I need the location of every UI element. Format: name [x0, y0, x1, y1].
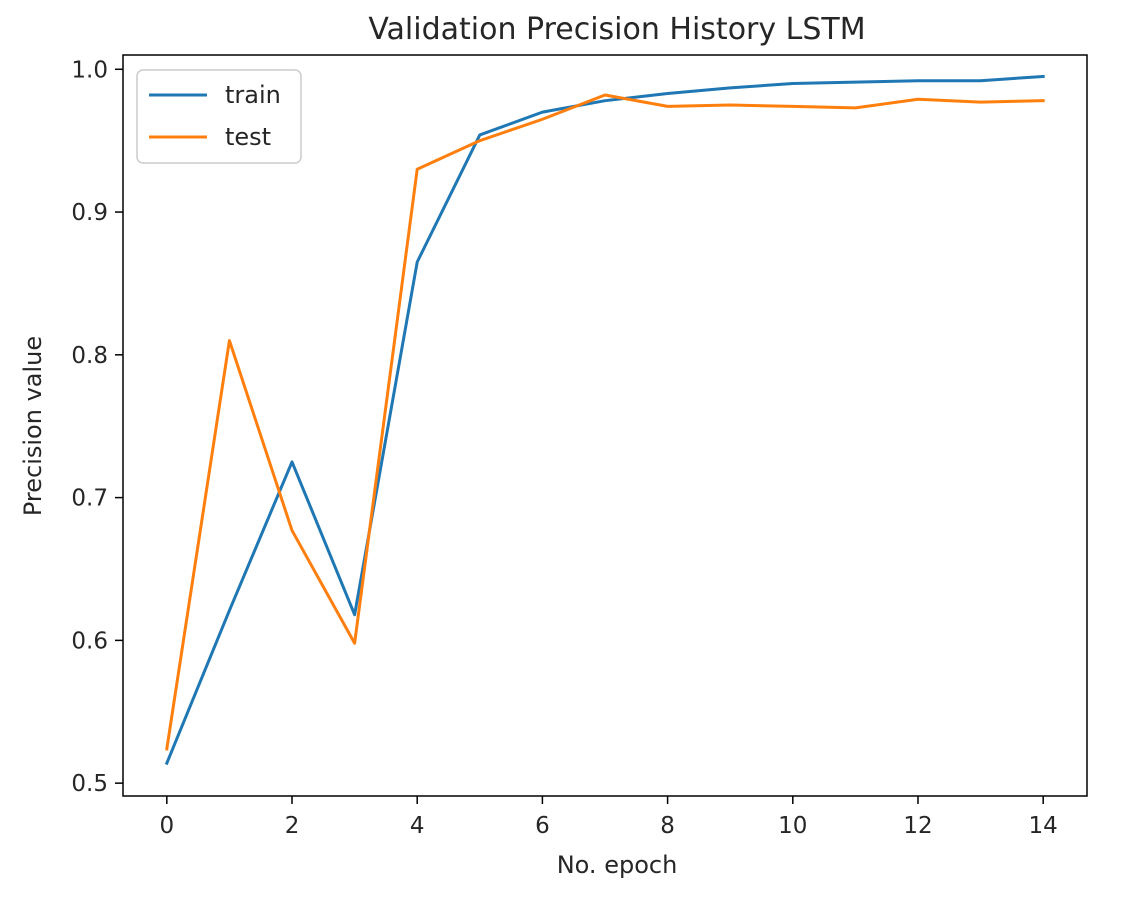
y-axis-label: Precision value: [19, 336, 47, 516]
chart-title: Validation Precision History LSTM: [368, 12, 865, 47]
y-tick-label: 1.0: [71, 57, 108, 83]
plot-lines: [164, 74, 1045, 766]
y-tick-label: 0.6: [71, 628, 108, 654]
x-tick-label: 8: [660, 813, 675, 839]
y-tick-label: 0.9: [71, 200, 108, 226]
legend-box: [136, 69, 302, 164]
x-tick-label: 12: [903, 813, 932, 839]
x-axis-ticks: 0 2 4 6 8 10 12 14: [159, 796, 1058, 839]
series-line-test: [165, 93, 1045, 751]
x-tick-label: 0: [159, 813, 174, 839]
x-tick-label: 4: [410, 813, 425, 839]
plot-area-frame: [122, 54, 1088, 797]
x-tick-label: 10: [778, 813, 807, 839]
legend-label-test: test: [225, 123, 271, 151]
y-tick-label: 0.5: [71, 771, 108, 797]
y-tick-label: 0.7: [71, 486, 108, 512]
y-axis-ticks: 0.5 0.6 0.7 0.8 0.9 1.0: [71, 57, 123, 797]
legend: train test: [136, 69, 302, 164]
y-tick-label: 0.8: [71, 343, 108, 369]
series-line-train: [164, 74, 1045, 766]
x-tick-label: 6: [535, 813, 550, 839]
x-tick-label: 2: [285, 813, 300, 839]
x-tick-label: 14: [1029, 813, 1058, 839]
legend-label-train: train: [225, 81, 281, 109]
x-axis-label: No. epoch: [557, 851, 678, 879]
